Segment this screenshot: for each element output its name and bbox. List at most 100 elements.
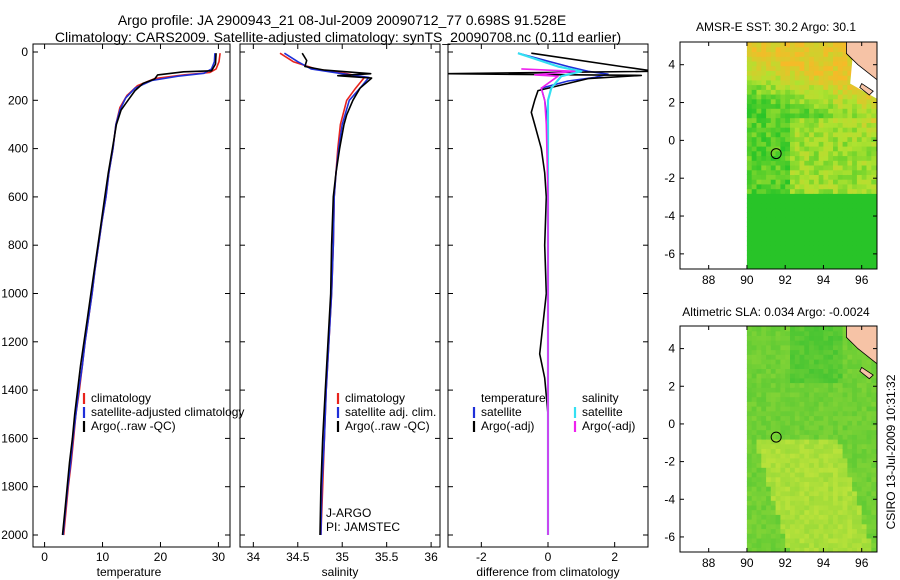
heat-cell bbox=[837, 131, 844, 138]
heat-cell bbox=[794, 363, 801, 369]
heat-cell bbox=[856, 420, 863, 426]
heat-cell bbox=[809, 141, 815, 147]
heat-cell bbox=[780, 174, 786, 180]
heat-cell bbox=[804, 169, 810, 175]
heat-cell bbox=[856, 547, 863, 552]
heat-cell bbox=[804, 410, 810, 417]
heat-cell bbox=[790, 368, 796, 374]
heat-cell bbox=[828, 359, 834, 365]
heat-cell bbox=[871, 481, 877, 487]
heat-cell bbox=[847, 509, 853, 515]
heat-cell bbox=[833, 472, 839, 478]
heat-cell bbox=[766, 75, 772, 81]
heat-cell bbox=[847, 514, 853, 520]
heat-cell bbox=[871, 420, 877, 426]
heat-cell bbox=[799, 359, 805, 365]
map-y-tick-label: 4 bbox=[668, 342, 675, 356]
heat-cell bbox=[833, 56, 839, 62]
heat-cell bbox=[813, 150, 820, 157]
heat-cell bbox=[828, 396, 834, 402]
heat-cell bbox=[766, 188, 772, 194]
heat-cell bbox=[804, 42, 810, 48]
heat-cell bbox=[871, 117, 877, 123]
heat-cell bbox=[780, 490, 786, 497]
heat-cell bbox=[799, 56, 805, 62]
heat-cell bbox=[828, 217, 834, 223]
heat-cell bbox=[751, 165, 758, 171]
heat-cell bbox=[871, 509, 877, 515]
heat-cell bbox=[761, 448, 767, 454]
heat-cell bbox=[833, 542, 839, 548]
heat-cell bbox=[837, 439, 844, 445]
heat-cell bbox=[813, 179, 820, 185]
heat-cell bbox=[852, 202, 858, 209]
heat-cell bbox=[780, 533, 786, 539]
heat-cell bbox=[804, 193, 810, 199]
legend-label: satellite bbox=[582, 405, 623, 419]
heat-cell bbox=[809, 330, 815, 336]
heat-cell bbox=[766, 122, 772, 128]
heat-cell bbox=[804, 117, 810, 123]
heat-cell bbox=[780, 60, 786, 67]
x-tick-label: 34 bbox=[247, 550, 261, 564]
heat-cell bbox=[823, 202, 829, 209]
heat-cell bbox=[866, 212, 872, 218]
heat-cell bbox=[785, 401, 791, 407]
heat-cell bbox=[780, 359, 786, 365]
heat-cell bbox=[818, 472, 825, 478]
heat-cell bbox=[780, 424, 786, 431]
heat-cell bbox=[861, 481, 868, 487]
depth-tick-label: 0 bbox=[21, 45, 28, 59]
heat-cell bbox=[856, 382, 863, 388]
heat-cell bbox=[785, 183, 791, 190]
heat-cell bbox=[847, 439, 853, 445]
heat-cell bbox=[871, 165, 877, 171]
heat-cell bbox=[823, 415, 829, 421]
heat-cell bbox=[837, 547, 844, 552]
heat-cell bbox=[775, 349, 781, 355]
x-tick-label: 10 bbox=[96, 550, 110, 564]
heat-cell bbox=[770, 127, 777, 133]
heat-cell bbox=[861, 98, 868, 105]
heat-cell bbox=[842, 179, 848, 185]
heat-cell bbox=[861, 401, 868, 407]
heat-cell bbox=[751, 514, 758, 520]
heat-cell bbox=[761, 537, 767, 544]
heat-cell bbox=[833, 514, 839, 520]
heat-cell bbox=[866, 150, 872, 157]
heat-cell bbox=[785, 500, 791, 506]
heat-cell bbox=[813, 250, 820, 256]
heat-cell bbox=[837, 60, 844, 67]
heat-cell bbox=[804, 349, 810, 355]
heat-cell bbox=[780, 401, 786, 407]
heat-cell bbox=[866, 169, 872, 175]
heat-cell bbox=[761, 160, 767, 166]
heat-cell bbox=[861, 382, 868, 388]
heat-cell bbox=[861, 434, 868, 440]
heat-cell bbox=[746, 250, 753, 256]
heat-cell bbox=[766, 448, 772, 454]
heat-cell bbox=[809, 165, 815, 171]
heat-cell bbox=[790, 103, 796, 109]
heat-cell bbox=[871, 231, 877, 237]
heat-cell bbox=[751, 198, 758, 204]
heat-cell bbox=[852, 547, 858, 552]
heat-cell bbox=[833, 330, 839, 336]
heat-cell bbox=[833, 226, 839, 232]
heat-cell bbox=[804, 373, 810, 379]
heat-cell bbox=[804, 75, 810, 81]
heat-cell bbox=[823, 453, 829, 459]
heat-cell bbox=[746, 340, 753, 346]
heat-cell bbox=[790, 226, 796, 232]
heat-cell bbox=[761, 509, 767, 515]
heat-cell bbox=[828, 141, 834, 147]
heat-cell bbox=[790, 472, 796, 478]
heat-cell bbox=[856, 387, 863, 393]
heat-cell bbox=[766, 103, 772, 109]
heat-cell bbox=[861, 217, 868, 223]
heat-cell bbox=[813, 127, 820, 133]
heat-cell bbox=[756, 221, 762, 227]
heat-cell bbox=[799, 330, 805, 336]
heat-cell bbox=[756, 150, 762, 157]
